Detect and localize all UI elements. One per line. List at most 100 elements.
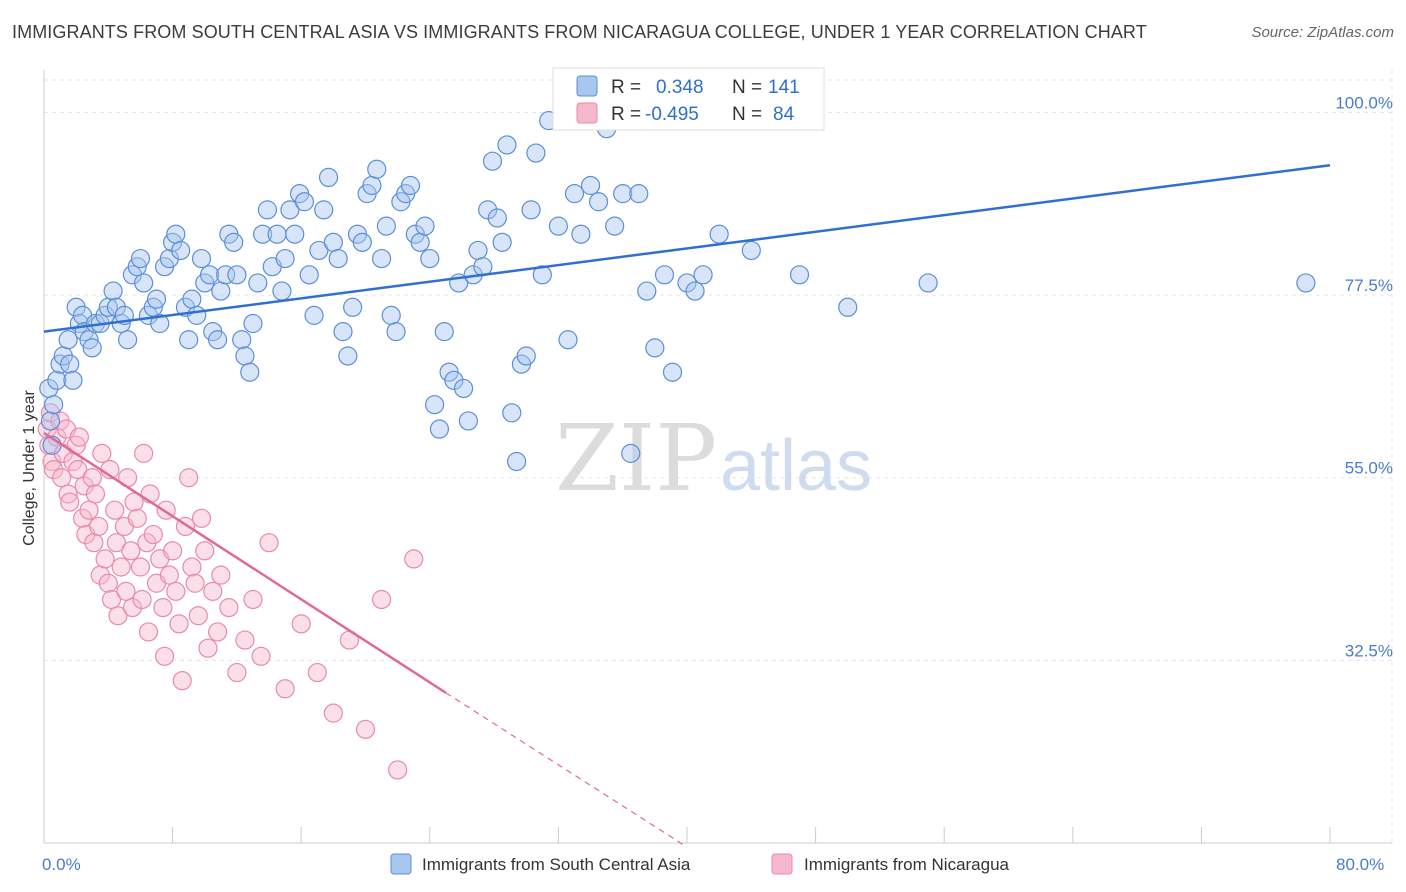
nicaragua-point-20 [82, 468, 102, 488]
south-central-asia-point-20 [103, 281, 123, 301]
nicaragua-point-55 [166, 581, 186, 601]
nicaragua-point-69 [219, 598, 239, 618]
watermark-atlas: atlas [720, 426, 872, 506]
south-central-asia-point-97 [444, 370, 464, 390]
south-central-asia-point-78 [352, 232, 372, 252]
y-axis-title: College, Under 1 year [21, 390, 38, 546]
nicaragua-point-11 [60, 492, 80, 512]
nicaragua-point-76 [291, 614, 311, 634]
south-central-asia-point-124 [605, 216, 625, 236]
south-central-asia-point-63 [280, 200, 300, 220]
south-central-asia-point-7 [58, 330, 78, 350]
bottom-legend-swatch-blue [390, 853, 412, 875]
south-central-asia-point-100 [458, 411, 478, 431]
south-central-asia-point-114 [526, 143, 546, 163]
nicaragua-point-32 [108, 606, 128, 626]
south-central-asia-point-36 [166, 224, 186, 244]
grid [44, 70, 1393, 843]
series-legend: Immigrants from South Central Asia Immig… [390, 853, 1010, 875]
south-central-asia-point-8 [60, 354, 80, 374]
nicaragua-point-64 [195, 541, 215, 561]
nicaragua-point-29 [101, 589, 122, 610]
bottom-legend-label-pink: Immigrants from Nicaragua [804, 855, 1010, 874]
south-central-asia-point-46 [208, 330, 228, 350]
nicaragua-point-38 [122, 598, 143, 618]
south-central-asia-point-60 [267, 224, 287, 244]
south-central-asia-point-51 [227, 265, 247, 285]
south-central-asia-point-85 [386, 322, 406, 342]
south-central-asia-point-106 [487, 208, 507, 228]
nicaragua-point-74 [259, 533, 279, 553]
south-central-asia-point-58 [257, 200, 278, 220]
south-central-asia-point-127 [629, 184, 649, 204]
nicaragua-point-54 [163, 541, 183, 561]
nicaragua-point-66 [203, 581, 223, 601]
chart-title: IMMIGRANTS FROM SOUTH CENTRAL ASIA VS IM… [12, 22, 1147, 42]
south-central-asia-point-55 [243, 313, 263, 334]
south-central-asia-point-15 [82, 338, 102, 358]
y-tick-label-0: 32.5% [1345, 641, 1393, 660]
south-central-asia-point-92 [420, 248, 440, 269]
south-central-asia-point-95 [434, 322, 454, 342]
south-central-asia-point-67 [299, 265, 319, 285]
legend-n-label-pink: N = [732, 104, 762, 125]
south-central-asia-point-134 [693, 265, 713, 285]
south-central-asia-point-113 [521, 200, 541, 220]
y-tick-labels: 32.5% 55.0% 77.5% 100.0% [1335, 93, 1393, 660]
south-central-asia-point-128 [637, 281, 657, 301]
south-central-asia-point-99 [453, 378, 474, 399]
nicaragua-point-56 [169, 614, 189, 634]
south-central-asia-point-102 [468, 240, 488, 261]
south-central-asia-point-4 [47, 370, 67, 390]
south-central-asia-point-132 [677, 273, 697, 293]
south-central-asia-point-120 [571, 224, 591, 244]
south-central-asia-point-94 [429, 419, 450, 439]
correlation-legend: R = 0.348 N = 141 R = -0.495 N = 84 [552, 67, 825, 131]
nicaragua-point-62 [188, 606, 208, 626]
nicaragua-point-61 [185, 573, 205, 593]
south-central-asia-point-118 [558, 330, 578, 350]
south-central-asia-point-3 [44, 395, 64, 415]
south-central-asia-point-57 [253, 224, 273, 244]
legend-n-value-pink: 84 [773, 104, 795, 125]
series-nicaragua-points [37, 403, 424, 780]
south-central-asia-point-40 [182, 289, 202, 309]
south-central-asia-point-68 [304, 305, 324, 325]
south-central-asia-point-1 [40, 411, 61, 431]
nicaragua-point-72 [243, 589, 263, 610]
south-central-asia-point-48 [216, 265, 236, 285]
south-central-asia-point-81 [367, 159, 387, 179]
south-central-asia-point-108 [497, 135, 517, 155]
south-central-asia-point-104 [478, 200, 498, 220]
nicaragua-point-7 [52, 468, 72, 488]
legend-swatch-blue [576, 75, 598, 97]
south-central-asia-point-76 [343, 297, 363, 317]
south-central-asia-point-54 [240, 362, 260, 382]
south-central-asia-point-93 [425, 395, 445, 415]
legend-n-value-blue: 141 [768, 77, 800, 98]
nicaragua-point-70 [227, 662, 247, 683]
south-central-asia-point-135 [709, 224, 729, 244]
south-central-asia-point-62 [275, 248, 295, 269]
south-central-asia-point-107 [492, 232, 512, 252]
south-central-asia-point-42 [191, 248, 212, 269]
trend-line-nicaragua-extension [445, 692, 688, 848]
trend-line-south-central-asia [43, 163, 1331, 333]
watermark-zip: ZIP [555, 405, 717, 512]
south-central-asia-point-112 [516, 346, 536, 366]
south-central-asia-point-136 [741, 240, 761, 261]
south-central-asia-point-82 [371, 248, 392, 269]
nicaragua-point-19 [79, 500, 99, 520]
nicaragua-point-82 [388, 760, 408, 780]
south-central-asia-point-52 [232, 330, 252, 350]
nicaragua-point-63 [191, 508, 212, 528]
nicaragua-point-30 [105, 500, 125, 520]
nicaragua-point-59 [179, 468, 199, 488]
south-central-asia-point-88 [400, 175, 421, 196]
south-central-asia-point-24 [117, 330, 138, 350]
south-central-asia-point-110 [507, 451, 527, 472]
nicaragua-point-71 [235, 630, 255, 650]
nicaragua-point-67 [208, 622, 228, 642]
south-central-asia-point-75 [338, 346, 358, 366]
y-tick-label-1: 55.0% [1345, 459, 1393, 478]
